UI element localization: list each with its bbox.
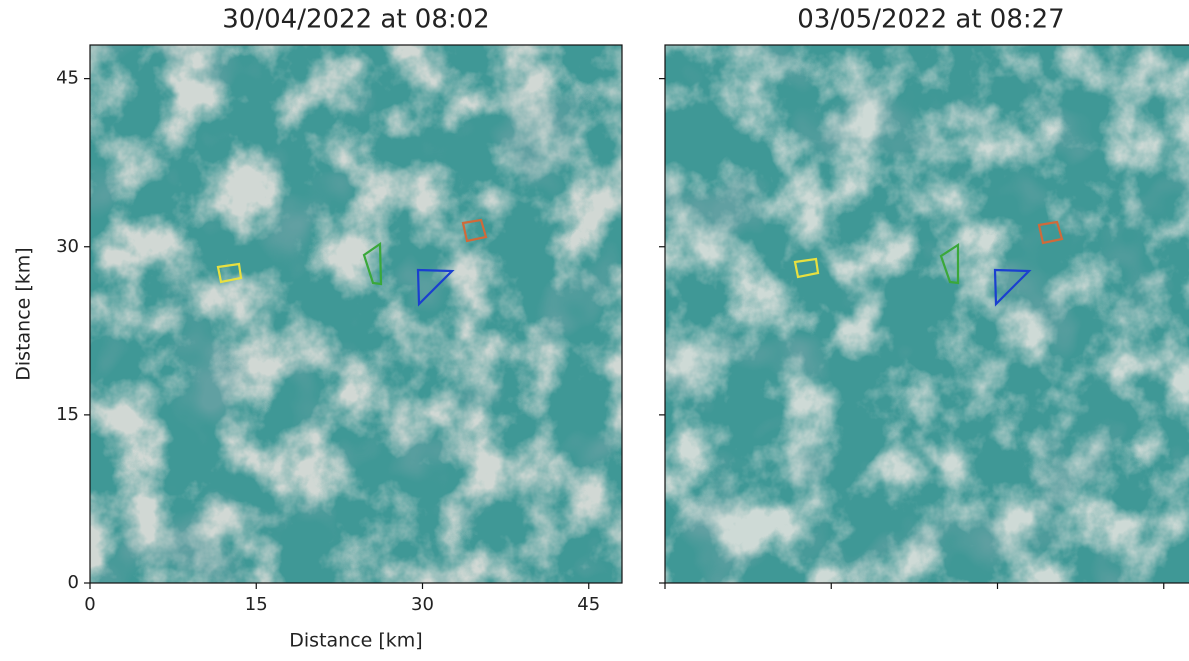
region-outline [993, 268, 1032, 307]
image-ice-texture [665, 45, 1189, 583]
region-outline [1037, 220, 1064, 245]
y-tick-label: 45 [56, 68, 79, 89]
x-tick-label: 15 [245, 594, 268, 615]
region-outline [216, 262, 243, 284]
x-tick-label: 0 [84, 594, 95, 615]
region-outline [362, 241, 383, 286]
y-axis-label: Distance [km] [13, 247, 35, 380]
x-tick-label: 45 [577, 594, 600, 615]
y-tick-label: 0 [68, 572, 79, 593]
image-ice-texture [90, 45, 622, 583]
panel-title: 30/04/2022 at 08:02 [222, 5, 489, 35]
axes-frame [89, 44, 623, 584]
x-tick-label: 30 [411, 594, 434, 615]
region-outline [793, 257, 820, 279]
region-outline [416, 268, 455, 307]
region-outline [461, 218, 488, 243]
axes-frame [664, 44, 1189, 584]
panel-title: 03/05/2022 at 08:27 [797, 5, 1064, 35]
panels: 30/04/2022 at 08:02 Distance [km] Distance… [13, 5, 1189, 652]
y-tick-label: 15 [56, 404, 79, 425]
x-axis-label: Distance [km] [289, 630, 422, 652]
y-tick-label: 30 [56, 236, 79, 257]
region-outlines [216, 218, 1064, 307]
region-outline [939, 242, 960, 285]
